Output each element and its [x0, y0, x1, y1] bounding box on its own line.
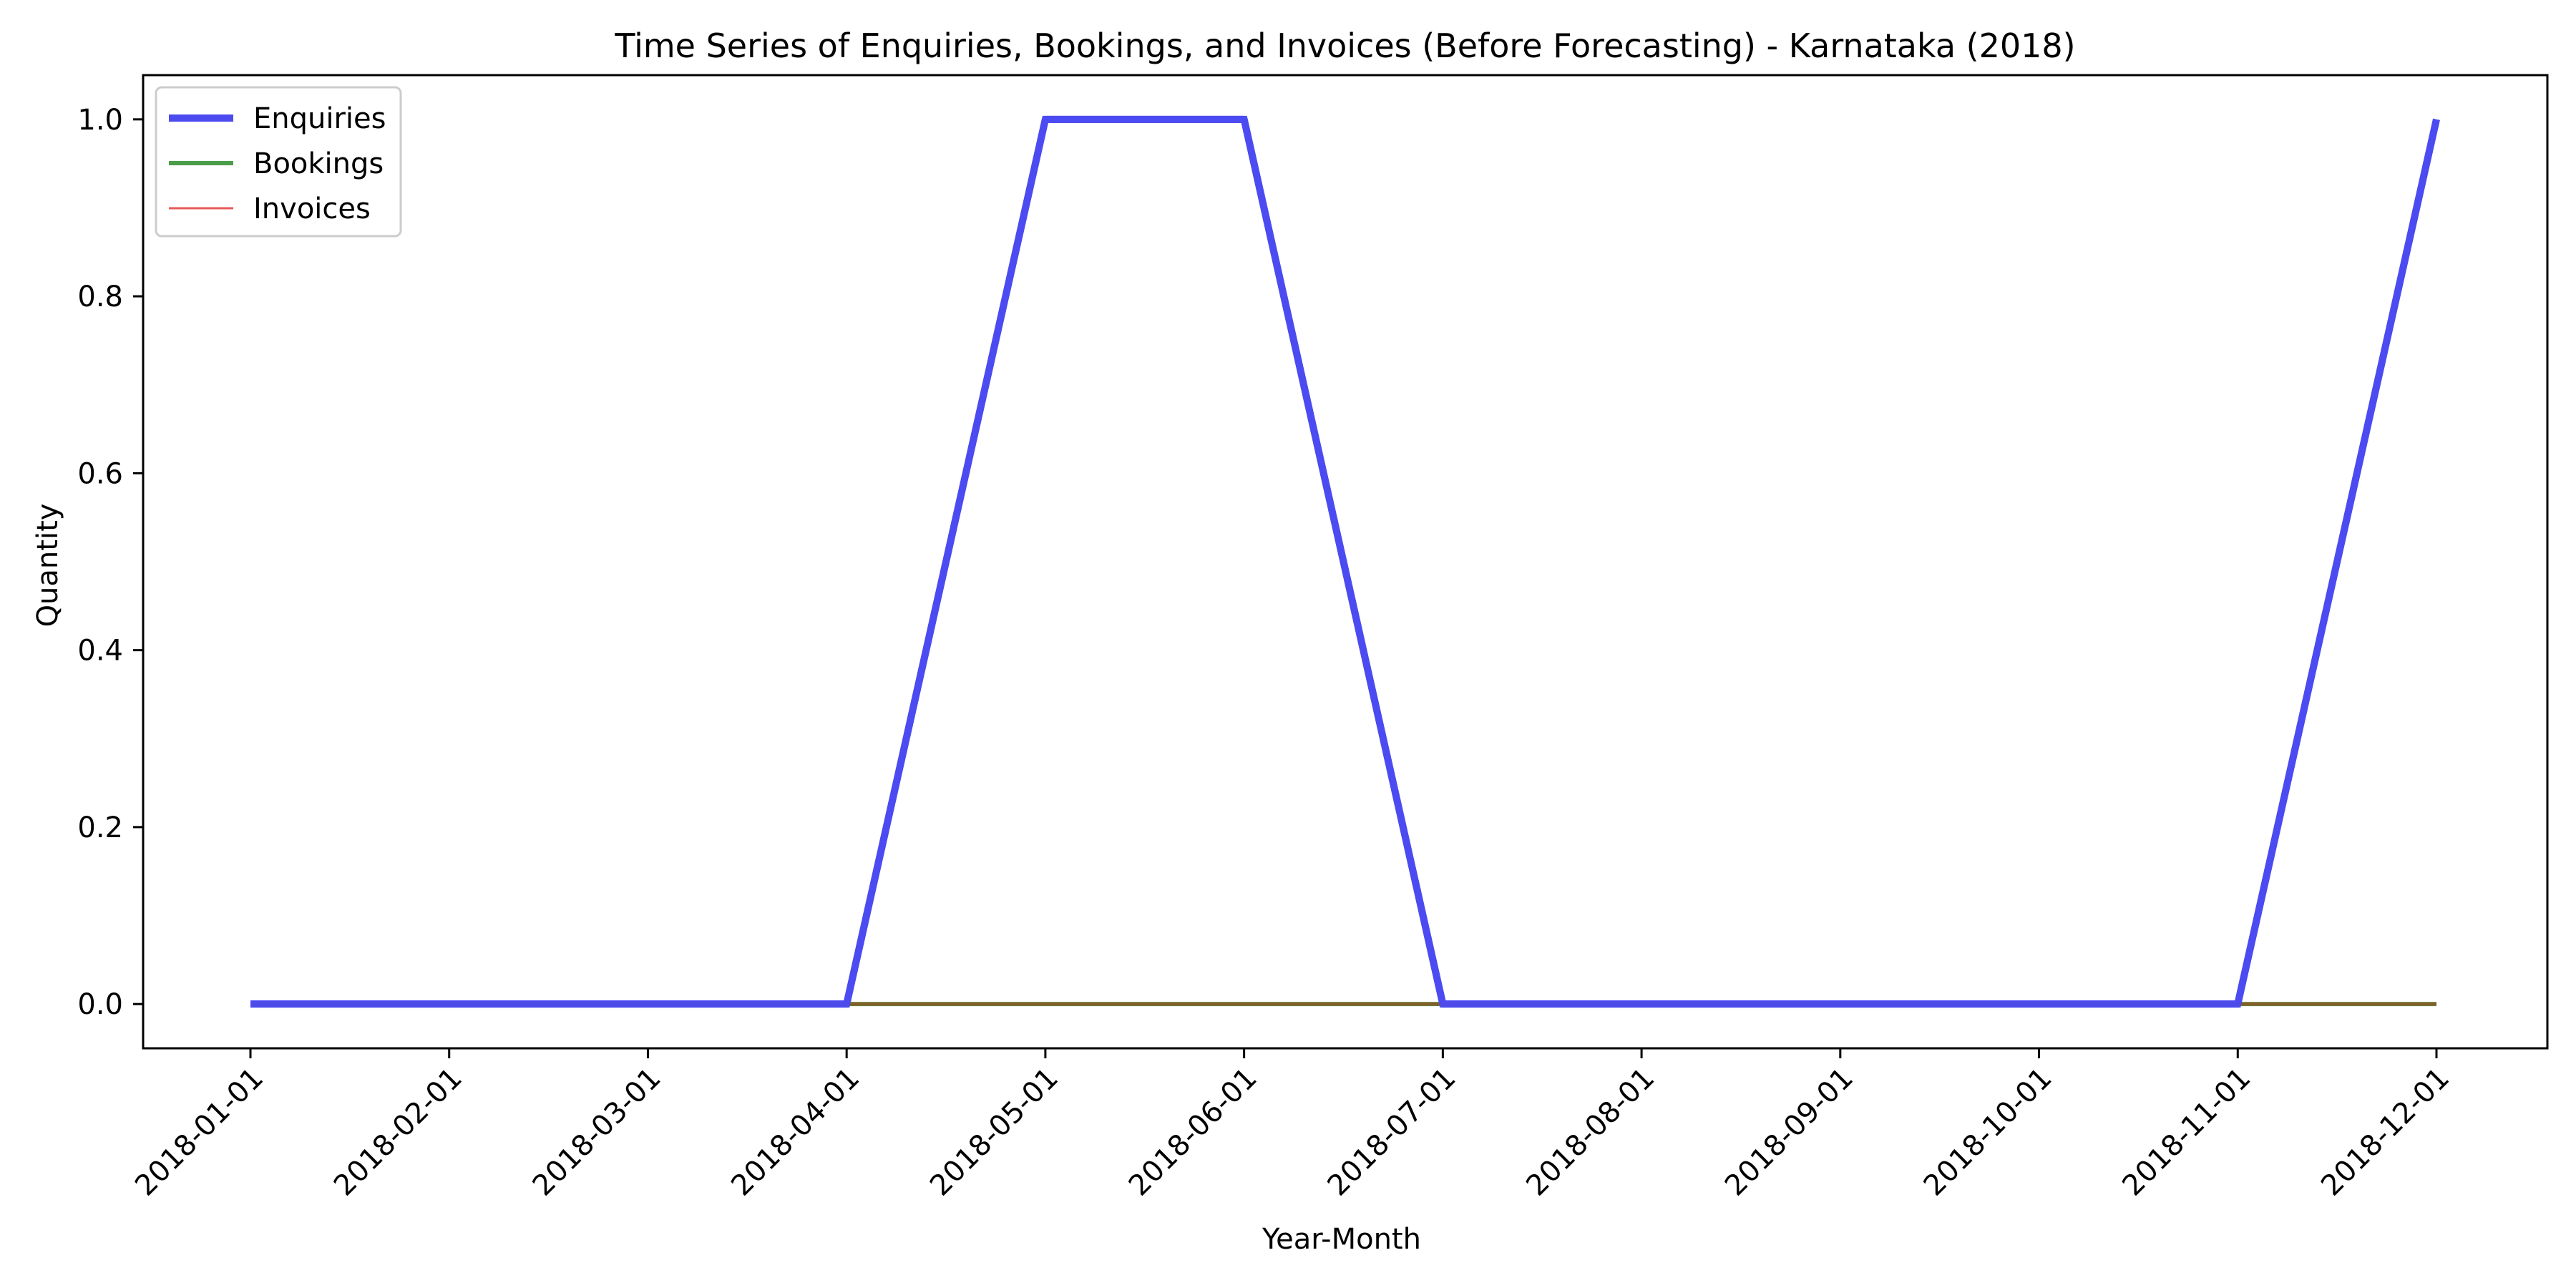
x-tick-label: 2018-03-01 — [527, 1062, 668, 1203]
series-line-enquiries-overlay — [250, 115, 2440, 1008]
plot-area-frame — [142, 74, 2549, 1050]
legend-label-invoices: Invoices — [253, 192, 371, 225]
x-tick-label: 2018-09-01 — [1719, 1062, 1860, 1203]
x-tick-label: 2018-01-01 — [129, 1062, 270, 1203]
y-tick-label: 0.8 — [77, 280, 123, 313]
x-tick-label: 2018-05-01 — [924, 1062, 1065, 1203]
x-tick-label: 2018-11-01 — [2116, 1062, 2257, 1203]
x-axis-label: Year-Month — [1262, 1223, 1421, 1256]
series-layer — [250, 115, 2440, 1008]
x-tick-label: 2018-06-01 — [1123, 1062, 1264, 1203]
chart-title: Time Series of Enquiries, Bookings, and … — [614, 26, 2075, 65]
x-tick-label: 2018-08-01 — [1520, 1062, 1661, 1203]
y-tick-label: 0.4 — [77, 635, 123, 668]
y-tick-label: 0.2 — [77, 811, 123, 844]
x-axis: 2018-01-01 2018-02-01 2018-03-01 2018-04-01… — [129, 1048, 2456, 1202]
legend: Enquiries Bookings Invoices — [155, 86, 402, 238]
x-tick-label: 2018-10-01 — [1918, 1062, 2059, 1203]
legend-label-enquiries: Enquiries — [253, 102, 386, 135]
y-tick-label: 1.0 — [77, 104, 123, 137]
x-tick-label: 2018-12-01 — [2315, 1062, 2456, 1203]
legend-label-bookings: Bookings — [253, 147, 384, 180]
y-tick-label: 0.6 — [77, 457, 123, 490]
y-tick-label: 0.0 — [77, 988, 123, 1021]
x-tick-label: 2018-07-01 — [1322, 1062, 1463, 1203]
legend-box — [155, 86, 402, 238]
y-axis-label: Quantity — [31, 504, 64, 628]
x-tick-label: 2018-02-01 — [328, 1062, 469, 1203]
y-axis: 0.0 0.2 0.4 0.6 0.8 1.0 — [77, 104, 143, 1021]
x-tick-label: 2018-04-01 — [725, 1062, 866, 1203]
